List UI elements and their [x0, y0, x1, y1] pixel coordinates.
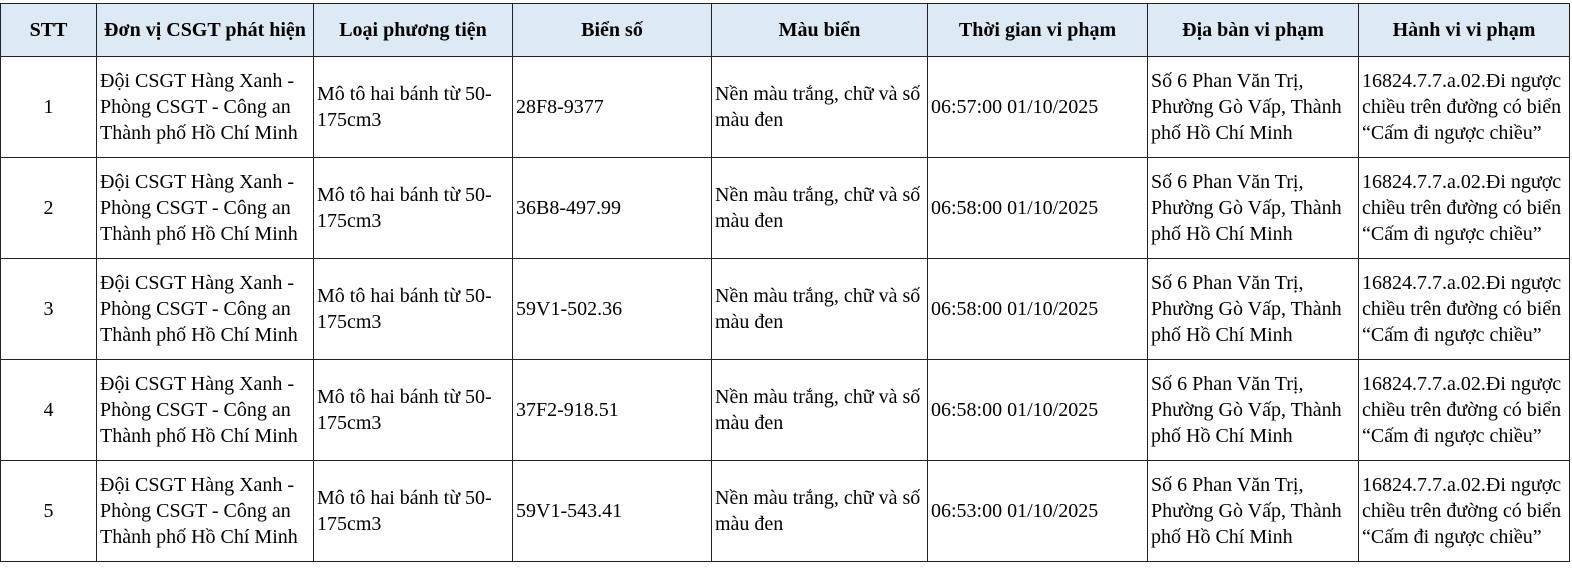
column-header-time: Thời gian vi phạm [927, 3, 1148, 57]
cell-vehicle-type: Mô tô hai bánh từ 50-175cm3 [313, 359, 513, 461]
cell-time: 06:58:00 01/10/2025 [927, 157, 1148, 259]
column-header-location: Địa bàn vi phạm [1147, 3, 1359, 57]
cell-violation: 16824.7.7.a.02.Đi ngược chiều trên đường… [1358, 359, 1570, 461]
cell-vehicle-type: Mô tô hai bánh từ 50-175cm3 [313, 258, 513, 360]
cell-unit: Đội CSGT Hàng Xanh - Phòng CSGT - Công a… [96, 157, 314, 259]
column-header-unit: Đơn vị CSGT phát hiện [96, 3, 314, 57]
cell-location: Số 6 Phan Văn Trị, Phường Gò Vấp, Thành … [1147, 359, 1359, 461]
cell-plate-color: Nền màu trắng, chữ và số màu đen [711, 359, 928, 461]
header-row: STT Đơn vị CSGT phát hiện Loại phương tiện… [0, 3, 1570, 57]
column-header-stt: STT [0, 3, 97, 57]
column-header-vehicle-type: Loại phương tiện [313, 3, 513, 57]
cell-stt: 5 [0, 460, 97, 562]
table-row: 3 Đội CSGT Hàng Xanh - Phòng CSGT - Công … [0, 258, 1570, 360]
cell-violation: 16824.7.7.a.02.Đi ngược chiều trên đường… [1358, 56, 1570, 158]
cell-unit: Đội CSGT Hàng Xanh - Phòng CSGT - Công a… [96, 460, 314, 562]
violations-table: STT Đơn vị CSGT phát hiện Loại phương tiện… [0, 3, 1570, 562]
cell-plate: 28F8-9377 [512, 56, 712, 158]
cell-violation: 16824.7.7.a.02.Đi ngược chiều trên đường… [1358, 157, 1570, 259]
cell-unit: Đội CSGT Hàng Xanh - Phòng CSGT - Công a… [96, 359, 314, 461]
cell-unit: Đội CSGT Hàng Xanh - Phòng CSGT - Công a… [96, 56, 314, 158]
cell-unit: Đội CSGT Hàng Xanh - Phòng CSGT - Công a… [96, 258, 314, 360]
cell-plate-color: Nền màu trắng, chữ và số màu đen [711, 460, 928, 562]
cell-stt: 2 [0, 157, 97, 259]
table-row: 4 Đội CSGT Hàng Xanh - Phòng CSGT - Công … [0, 359, 1570, 461]
cell-plate: 36B8-497.99 [512, 157, 712, 259]
cell-time: 06:58:00 01/10/2025 [927, 359, 1148, 461]
cell-plate: 59V1-543.41 [512, 460, 712, 562]
table-row: 2 Đội CSGT Hàng Xanh - Phòng CSGT - Công … [0, 157, 1570, 259]
cell-stt: 1 [0, 56, 97, 158]
cell-violation: 16824.7.7.a.02.Đi ngược chiều trên đường… [1358, 258, 1570, 360]
cell-violation: 16824.7.7.a.02.Đi ngược chiều trên đường… [1358, 460, 1570, 562]
column-header-plate: Biển số [512, 3, 712, 57]
cell-location: Số 6 Phan Văn Trị, Phường Gò Vấp, Thành … [1147, 157, 1359, 259]
cell-plate: 37F2-918.51 [512, 359, 712, 461]
cell-plate: 59V1-502.36 [512, 258, 712, 360]
cell-time: 06:58:00 01/10/2025 [927, 258, 1148, 360]
cell-location: Số 6 Phan Văn Trị, Phường Gò Vấp, Thành … [1147, 460, 1359, 562]
cell-vehicle-type: Mô tô hai bánh từ 50-175cm3 [313, 157, 513, 259]
column-header-violation: Hành vi vi phạm [1358, 3, 1570, 57]
cell-location: Số 6 Phan Văn Trị, Phường Gò Vấp, Thành … [1147, 56, 1359, 158]
cell-plate-color: Nền màu trắng, chữ và số màu đen [711, 258, 928, 360]
cell-vehicle-type: Mô tô hai bánh từ 50-175cm3 [313, 460, 513, 562]
cell-vehicle-type: Mô tô hai bánh từ 50-175cm3 [313, 56, 513, 158]
cell-time: 06:53:00 01/10/2025 [927, 460, 1148, 562]
cell-location: Số 6 Phan Văn Trị, Phường Gò Vấp, Thành … [1147, 258, 1359, 360]
table-row: 5 Đội CSGT Hàng Xanh - Phòng CSGT - Công … [0, 460, 1570, 562]
column-header-plate-color: Màu biển [711, 3, 928, 57]
cell-stt: 4 [0, 359, 97, 461]
cell-time: 06:57:00 01/10/2025 [927, 56, 1148, 158]
table-row: 1 Đội CSGT Hàng Xanh - Phòng CSGT - Công … [0, 56, 1570, 158]
cell-stt: 3 [0, 258, 97, 360]
cell-plate-color: Nền màu trắng, chữ và số màu đen [711, 157, 928, 259]
cell-plate-color: Nền màu trắng, chữ và số màu đen [711, 56, 928, 158]
